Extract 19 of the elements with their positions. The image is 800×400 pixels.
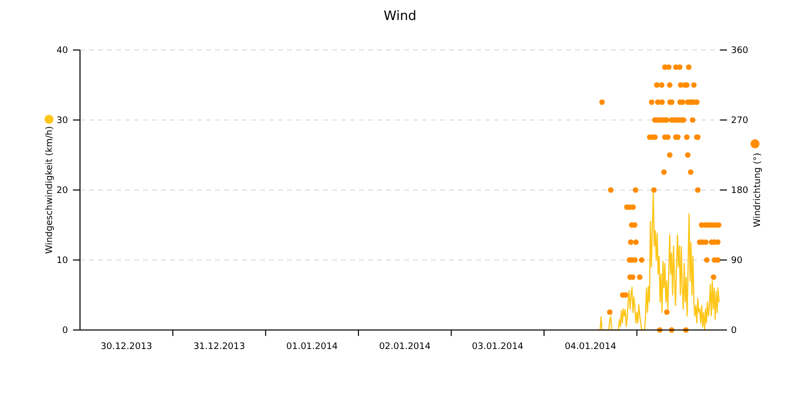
y2-tick-label: 90 xyxy=(731,256,743,266)
y-tick-label: 30 xyxy=(56,116,68,126)
y-axis-title: Windgeschwindigkeit (km/h) xyxy=(45,126,56,254)
x-tick-label: 30.12.2013 xyxy=(100,342,152,352)
x-tick-label: 03.01.2014 xyxy=(472,342,524,352)
y2-axis-title: Windrichtung (°) xyxy=(753,152,764,228)
y-tick-label: 10 xyxy=(56,256,68,266)
y-tick-label: 0 xyxy=(62,326,68,336)
y2-tick-label: 360 xyxy=(731,46,748,56)
y2-tick-label: 180 xyxy=(731,186,748,196)
y-tick-label: 20 xyxy=(56,186,68,196)
y2-tick-label: 0 xyxy=(731,326,737,336)
y-tick-label: 40 xyxy=(56,46,68,56)
x-tick-label: 02.01.2014 xyxy=(379,342,431,352)
x-tick-label: 31.12.2013 xyxy=(193,342,245,352)
x-tick-label: 04.01.2014 xyxy=(564,342,616,352)
x-tick-label: 01.01.2014 xyxy=(286,342,338,352)
chart-title: Wind xyxy=(384,9,416,24)
y2-tick-label: 270 xyxy=(731,116,748,126)
